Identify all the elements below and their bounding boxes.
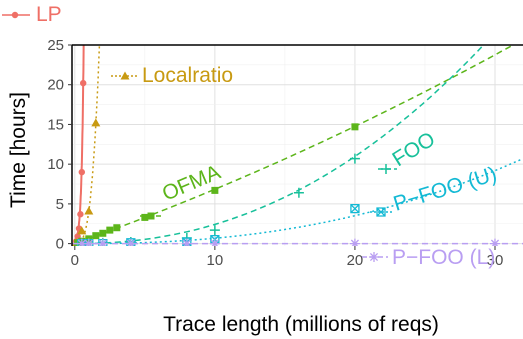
data-point [209, 238, 220, 246]
data-point [97, 238, 108, 246]
data-point [376, 207, 386, 217]
data-point [209, 225, 220, 236]
x-tick-label: 20 [347, 252, 364, 269]
x-axis-title: Trace length (millions of reqs) [163, 313, 439, 336]
plot-background [72, 45, 523, 246]
data-point [181, 238, 192, 246]
annotation-label: Localratio [142, 64, 233, 87]
data-point [147, 212, 155, 220]
data-point [106, 226, 114, 234]
data-point [349, 153, 360, 164]
series-p-foo-l- [72, 238, 523, 246]
data-point [489, 238, 500, 246]
y-axis-title: Time [hours] [7, 92, 30, 208]
data-point [78, 168, 86, 176]
data-point [83, 238, 94, 246]
data-point [77, 226, 87, 235]
y-tick-label: 0 [56, 236, 64, 253]
annotation-lp: LP [2, 3, 62, 26]
data-point [76, 238, 87, 246]
data-point [92, 232, 100, 240]
series-line [77, 45, 515, 244]
data-point [350, 204, 360, 214]
series-line [74, 157, 523, 245]
data-point [11, 11, 19, 19]
annotation-label: LP [36, 3, 62, 26]
data-point [381, 164, 391, 174]
data-point [369, 252, 379, 262]
axes: 0 10 20 30 0 5 10 15 20 25 [47, 37, 523, 269]
data-point [349, 238, 360, 246]
y-tick-label: 10 [47, 156, 64, 173]
data-point [293, 187, 304, 198]
x-tick-label: 10 [207, 252, 224, 269]
data-point [84, 206, 94, 215]
data-point [120, 71, 130, 80]
data-point [113, 224, 121, 232]
data-point [77, 211, 84, 218]
plot-clip-group [72, 45, 523, 246]
data-point [99, 229, 107, 237]
y-tick-label: 25 [47, 37, 64, 54]
data-point [80, 79, 87, 87]
data-point [125, 238, 136, 246]
y-tick-label: 15 [47, 116, 64, 133]
data-point [141, 213, 149, 221]
annotation-localratio: Localratio [111, 64, 233, 87]
x-tick-label: 30 [487, 252, 504, 269]
annotation-p-foo-l-: P−FOO (L) [362, 246, 495, 269]
y-tick-label: 20 [47, 77, 64, 94]
annotation-label: P−FOO (L) [392, 246, 495, 269]
data-point [351, 123, 359, 131]
x-tick-label: 0 [71, 252, 79, 269]
data-point [211, 186, 219, 194]
series-layer [72, 45, 523, 246]
y-tick-label: 5 [56, 196, 64, 213]
data-point [91, 118, 101, 127]
